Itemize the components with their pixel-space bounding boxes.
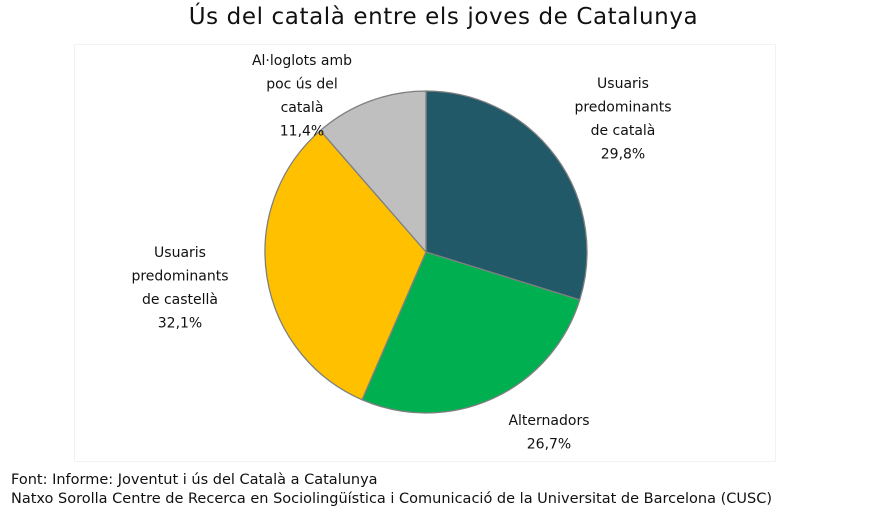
- slice-label-3: Usuaris predominants de castellà 32,1%: [131, 245, 228, 332]
- slice-category-label: Usuaris: [154, 245, 206, 261]
- slice-category-label: Al·loglots amb: [252, 53, 352, 69]
- slice-category-label: predominants: [131, 269, 228, 285]
- slice-category-label: de castellà: [142, 292, 218, 308]
- pie-slice-1: [425, 90, 588, 301]
- slice-value-label: 11,4%: [280, 124, 324, 140]
- slice-category-label: Usuaris: [597, 76, 649, 92]
- slice-category-label: Alternadors: [508, 413, 589, 429]
- slice-label-4: Al·loglots amb poc ús del català 11,4%: [252, 53, 352, 140]
- slice-value-label: 26,7%: [527, 437, 571, 453]
- slice-label-1: Usuaris predominants de català 29,8%: [574, 76, 671, 163]
- chart-title: Ús del català entre els joves de Catalun…: [188, 4, 699, 30]
- slice-value-label: 32,1%: [158, 316, 202, 332]
- slice-category-label: poc ús del: [266, 77, 338, 93]
- source-note: Font: Informe: Joventut i ús del Català …: [11, 472, 378, 488]
- pie-slice-2: [361, 251, 581, 414]
- pie-slice-3: [264, 129, 427, 401]
- slice-value-label: 29,8%: [601, 147, 645, 163]
- plot-area: [74, 44, 776, 462]
- slice-label-2: Alternadors 26,7%: [508, 413, 589, 453]
- slice-category-label: de català: [591, 123, 656, 139]
- credit-note: Natxo Sorolla Centre de Recerca en Socio…: [11, 491, 772, 507]
- slice-category-label: predominants: [574, 100, 671, 116]
- pie-slice-4: [319, 90, 427, 253]
- slice-category-label: català: [281, 100, 324, 116]
